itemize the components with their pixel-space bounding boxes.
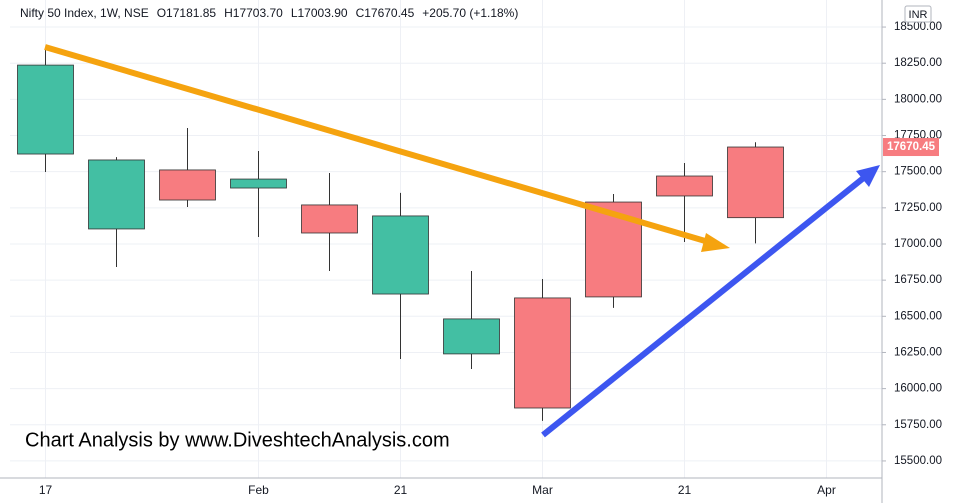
candles [17, 47, 784, 421]
grid [10, 0, 882, 478]
last-price-box [883, 138, 939, 157]
candle-body [727, 146, 784, 219]
x-tick-label: 21 [394, 483, 408, 497]
y-tick-label: 15750.00 [894, 419, 942, 431]
candle-body [656, 175, 713, 197]
ohlc-legend: O17181.85 H17703.70 L17003.90 C17670.45 +205… [157, 6, 519, 20]
chart-title: Nifty 50 Index, 1W, NSE [20, 6, 149, 20]
labels: 15500.00 15750.00 16000.00 16250.00 16500.00… [39, 21, 942, 497]
last-price-label: 17670.45 [887, 141, 936, 153]
y-tick-label: 18500.00 [894, 21, 942, 33]
arrow-line [541, 173, 868, 438]
x-tick-label: 17 [39, 483, 53, 497]
trend-arrow-down [44, 44, 730, 252]
currency-box [904, 5, 932, 23]
trend-arrow-up [541, 165, 880, 438]
y-tick-label: 16000.00 [894, 383, 942, 395]
y-tick-label: 16750.00 [894, 274, 942, 286]
currency: INR [909, 9, 928, 21]
y-tick-label: 16500.00 [894, 310, 942, 322]
candle-body [159, 169, 216, 201]
y-tick-label: 17500.00 [894, 166, 942, 178]
annotation: Chart Analysis by www.DiveshtechAnalysis… [25, 429, 450, 451]
arrow-head [856, 165, 880, 187]
x-tick-label: 21 [678, 483, 692, 497]
legend-item: H17703.70 [224, 6, 283, 20]
candle-body [443, 318, 500, 355]
arrow-head [701, 233, 730, 252]
candle-body [230, 178, 287, 189]
y-tick-label: 17250.00 [894, 202, 942, 214]
y-tick-label: 16250.00 [894, 346, 942, 358]
x-tick-label: Feb [248, 483, 269, 497]
y-tick-label: 18000.00 [894, 93, 942, 105]
candle-body [17, 64, 74, 155]
legend-item: C17670.45 [356, 6, 415, 20]
candle-body [88, 159, 145, 230]
y-tick-label: 18250.00 [894, 57, 942, 69]
x-tick-label: Mar [532, 483, 553, 497]
legend-item: L17003.90 [291, 6, 348, 20]
candle-body [372, 215, 429, 295]
candle-body [514, 297, 571, 409]
x-tick-label: Apr [817, 483, 836, 497]
arrow-line [44, 44, 713, 246]
candle-body [301, 204, 358, 234]
y-tick-label: 17000.00 [894, 238, 942, 250]
legend-item: O17181.85 [157, 6, 217, 20]
y-tick-label: 15500.00 [894, 455, 942, 467]
legend-item: +205.70 (+1.18%) [422, 6, 518, 20]
